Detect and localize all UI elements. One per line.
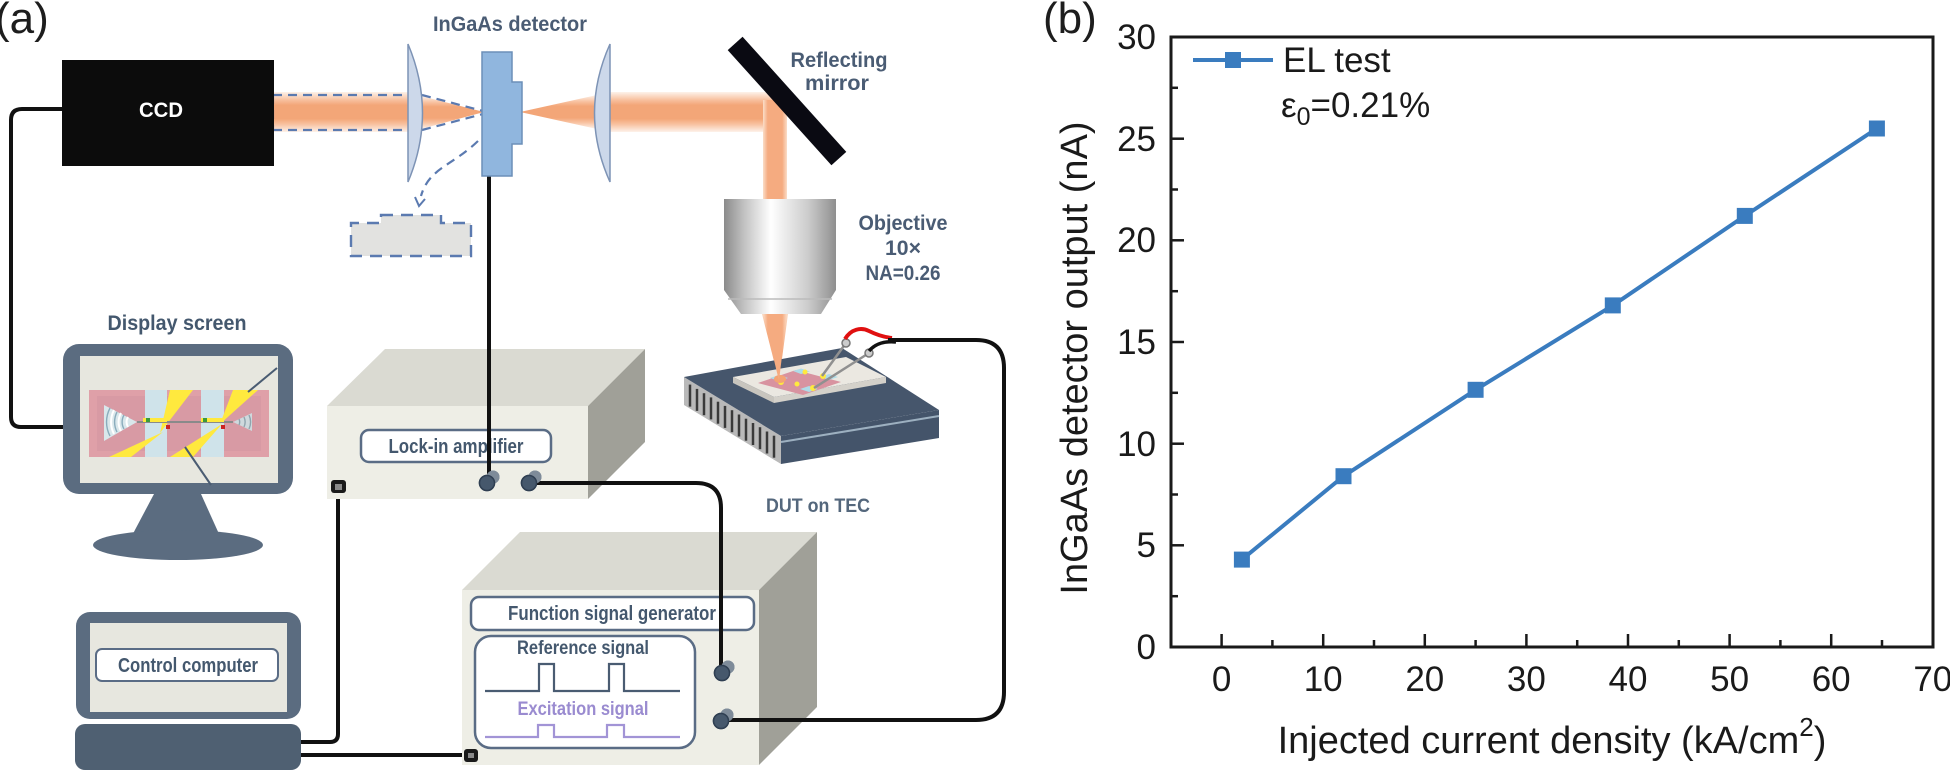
svg-text:Reflecting: Reflecting [791,49,888,72]
svg-text:EL test: EL test [1283,41,1391,80]
svg-text:30: 30 [1507,660,1546,699]
svg-text:(b): (b) [1043,0,1097,43]
svg-text:20: 20 [1117,221,1156,260]
svg-text:CCD: CCD [139,99,183,122]
svg-text:60: 60 [1812,660,1851,699]
svg-text:(a): (a) [0,0,49,43]
svg-text:5: 5 [1137,526,1156,565]
svg-text:InGaAs detector: InGaAs detector [433,13,587,36]
svg-text:30: 30 [1117,18,1156,57]
svg-text:Injected current density (kA/c: Injected current density (kA/cm2) [1278,712,1827,762]
svg-text:0: 0 [1212,660,1231,699]
svg-text:50: 50 [1710,660,1749,699]
svg-text:Display screen: Display screen [108,312,247,335]
svg-text:Excitation signal: Excitation signal [518,699,649,720]
svg-text:NA=0.26: NA=0.26 [866,262,941,285]
svg-text:10×: 10× [885,237,921,260]
svg-text:10: 10 [1304,660,1343,699]
svg-text:Lock-in amplifier: Lock-in amplifier [389,436,524,458]
svg-text:70: 70 [1913,660,1950,699]
svg-text:Control computer: Control computer [118,655,258,677]
svg-text:25: 25 [1117,120,1156,159]
svg-text:20: 20 [1405,660,1444,699]
svg-text:40: 40 [1609,660,1648,699]
svg-text:10: 10 [1117,425,1156,464]
svg-text:Reference signal: Reference signal [517,638,649,659]
svg-text:DUT on TEC: DUT on TEC [766,496,870,517]
svg-text:mirror: mirror [805,72,869,95]
svg-text:InGaAs detector output (nA): InGaAs detector output (nA) [1054,121,1096,594]
svg-text:15: 15 [1117,323,1156,362]
svg-text:ε0=0.21%: ε0=0.21% [1281,86,1430,131]
svg-text:Function signal generator: Function signal generator [508,603,716,625]
svg-text:Objective: Objective [859,212,948,235]
svg-text:0: 0 [1137,628,1156,667]
